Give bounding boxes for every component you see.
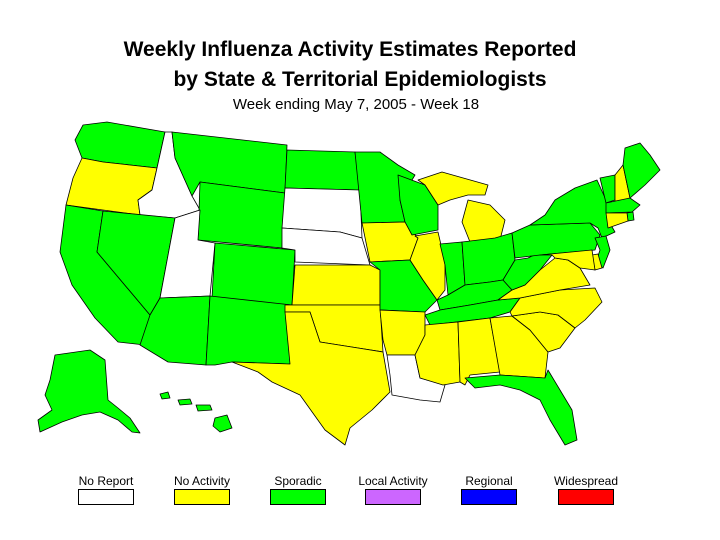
map-title-line2: by State & Territorial Epidemiologists (173, 68, 547, 91)
legend-label: No Report (78, 474, 134, 488)
legend-label: Local Activity (358, 474, 428, 488)
state-NE (281, 227, 371, 266)
state-HI (159, 391, 233, 433)
legend-swatch (558, 489, 614, 505)
state-CO (211, 242, 296, 306)
state-ME (622, 142, 661, 199)
legend-label: Sporadic (274, 474, 322, 488)
map-title-line1: Weekly Influenza Activity Estimates Repo… (123, 38, 577, 61)
legend-item-no-activity: No Activity (157, 474, 247, 505)
state-MD (539, 249, 596, 271)
us-influenza-map (37, 121, 661, 446)
state-NM (205, 295, 293, 366)
legend-item-no-report: No Report (61, 474, 151, 505)
legend-item-widespread: Widespread (541, 474, 631, 505)
state-AK (37, 349, 141, 434)
legend-label: Regional (465, 474, 513, 488)
state-WY (197, 181, 286, 249)
legend-item-regional: Regional (444, 474, 534, 505)
legend-swatch (270, 489, 326, 505)
state-MA (605, 197, 641, 214)
legend-swatch (461, 489, 517, 505)
map-subtitle: Week ending May 7, 2005 - Week 18 (232, 96, 480, 113)
legend-label: Widespread (553, 474, 619, 488)
legend-item-local-activity: Local Activity (348, 474, 438, 505)
state-CT (605, 212, 629, 229)
legend-swatch (78, 489, 134, 505)
legend-label: No Activity (173, 474, 230, 488)
state-KS (291, 264, 381, 306)
legend-swatch (174, 489, 230, 505)
state-FL (464, 369, 578, 446)
state-ND (284, 149, 361, 191)
legend-swatch (365, 489, 421, 505)
state-TX (231, 311, 391, 446)
legend-item-sporadic: Sporadic (253, 474, 343, 505)
